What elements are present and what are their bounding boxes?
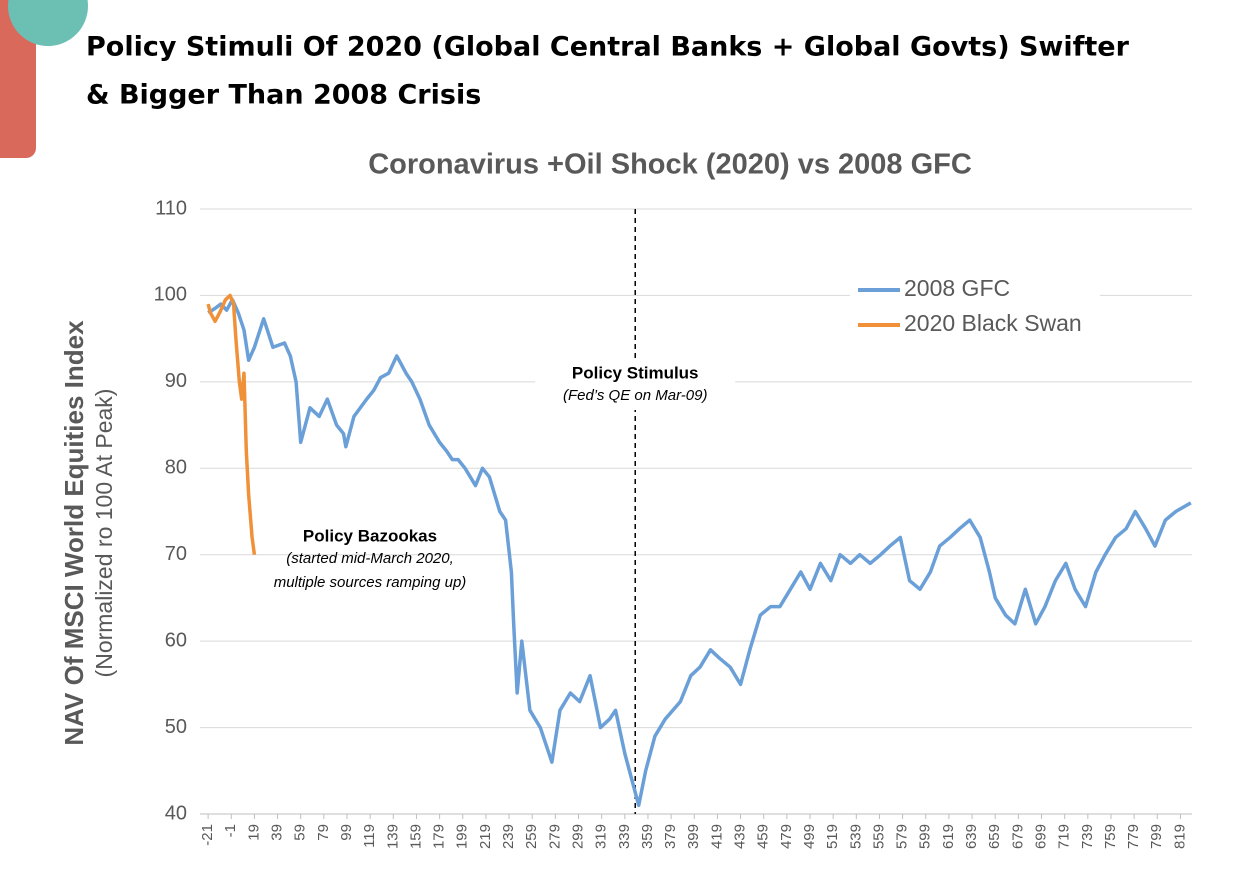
slide-title-line: Policy Stimuli Of 2020 (Global Central B…: [86, 32, 1130, 63]
y-tick-label: 70: [165, 543, 187, 565]
y-axis-sublabel: (Normalized ro 100 At Peak): [91, 389, 117, 678]
x-tick-label: 499: [801, 824, 818, 849]
y-axis-label: NAV Of MSCI World Equities Index: [59, 320, 89, 746]
x-tick-label: -1: [222, 824, 239, 837]
legend-bg: [850, 270, 1100, 345]
x-tick-label: 459: [755, 824, 772, 849]
decor-circle: [8, 0, 88, 46]
x-tick-label: 479: [778, 824, 795, 849]
y-tick-label: 40: [165, 802, 187, 824]
x-tick-label: 19: [245, 824, 262, 841]
x-tick-label: 679: [1009, 824, 1026, 849]
x-tick-label: 319: [593, 824, 610, 849]
slide-title-line: & Bigger Than 2008 Crisis: [86, 80, 481, 111]
y-tick-label: 110: [155, 197, 187, 219]
x-tick-label: 39: [269, 824, 286, 841]
x-tick-label: 179: [431, 824, 448, 849]
x-tick-label: 699: [1032, 824, 1049, 849]
x-tick-label: 119: [361, 824, 378, 848]
x-tick-label: 239: [500, 824, 517, 849]
x-tick-label: 379: [662, 824, 679, 849]
chart-title: Coronavirus +Oil Shock (2020) vs 2008 GF…: [368, 149, 972, 181]
x-tick-label: 419: [708, 824, 725, 849]
x-tick-label: 559: [870, 824, 887, 849]
x-tick-label: 219: [477, 824, 494, 849]
x-tick-label: 159: [407, 824, 424, 849]
annotation-bg: [535, 360, 736, 410]
x-tick-label: 299: [569, 824, 586, 849]
x-tick-label: 739: [1079, 824, 1096, 849]
annotation: Policy Bazookas: [303, 526, 437, 545]
x-tick-label: 359: [639, 824, 656, 849]
y-tick-label: 90: [165, 370, 187, 392]
x-tick-label: 759: [1102, 824, 1119, 849]
legend-label: 2008 GFC: [904, 275, 1010, 301]
x-tick-label: 139: [384, 824, 401, 849]
x-tick-label: 519: [824, 824, 841, 849]
x-tick-label: 539: [847, 824, 864, 849]
y-tick-label: 60: [165, 629, 187, 651]
x-tick-label: 279: [546, 824, 563, 849]
x-tick-label: 599: [917, 824, 934, 849]
x-tick-label: 639: [963, 824, 980, 849]
x-tick-label: 339: [616, 824, 633, 849]
x-tick-label: 659: [986, 824, 1003, 849]
x-tick-label: 59: [292, 824, 309, 841]
annotation: Policy Stimulus: [572, 363, 699, 382]
series-line: [206, 293, 257, 555]
x-tick-label: 799: [1148, 824, 1165, 849]
y-tick-label: 50: [165, 716, 187, 738]
x-tick-label: 579: [894, 824, 911, 849]
annotation: (started mid-March 2020,: [286, 550, 454, 567]
x-tick-label: 259: [523, 824, 540, 849]
x-tick-label: 399: [685, 824, 702, 849]
y-tick-label: 80: [165, 457, 187, 479]
x-tick-label: 99: [338, 824, 355, 841]
x-tick-label: 819: [1171, 824, 1188, 849]
x-tick-label: 779: [1125, 824, 1142, 849]
series-line: [207, 298, 1192, 808]
x-tick-label: 199: [454, 824, 471, 849]
x-tick-label: 619: [940, 824, 957, 849]
x-tick-label: 79: [315, 824, 332, 841]
x-tick-label: 439: [732, 824, 749, 849]
y-tick-label: 100: [154, 284, 187, 306]
x-tick-label: -21: [199, 824, 216, 846]
x-tick-label: 719: [1056, 824, 1073, 849]
annotation: multiple sources ramping up): [274, 574, 467, 591]
annotation: (Fed’s QE on Mar-09): [563, 387, 708, 404]
legend-label: 2020 Black Swan: [904, 310, 1082, 336]
